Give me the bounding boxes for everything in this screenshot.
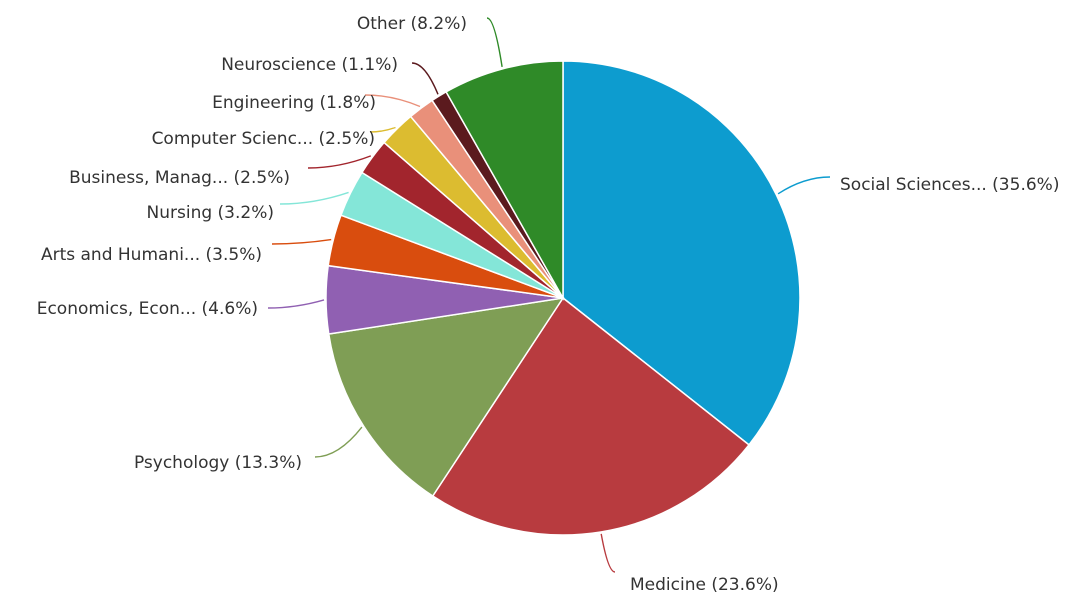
slice-label-other: Other (8.2%) — [357, 14, 467, 34]
pie-slice-medicine[interactable] — [431, 296, 751, 536]
leader-line-medicine — [600, 533, 616, 573]
slice-label-arts-and-humani: Arts and Humani... (3.5%) — [41, 245, 262, 265]
leader-line-economics-econ — [267, 299, 325, 309]
leader-line-computer-scienc — [369, 126, 396, 133]
leader-line-engineering — [364, 94, 421, 108]
slice-label-neuroscience: Neuroscience (1.1%) — [221, 55, 398, 75]
leader-line-arts-and-humani — [271, 238, 332, 245]
pie-slice-other[interactable] — [445, 60, 564, 301]
slice-label-psychology: Psychology (13.3%) — [134, 453, 302, 473]
slice-label-economics-econ: Economics, Econ... (4.6%) — [37, 299, 258, 319]
slice-label-medicine: Medicine (23.6%) — [630, 575, 779, 594]
leader-lines — [267, 17, 831, 573]
leader-line-other — [486, 17, 503, 68]
slice-label-social-sciences: Social Sciences... (35.6%) — [840, 175, 1059, 195]
slice-label-engineering: Engineering (1.8%) — [212, 93, 376, 113]
leader-line-nursing — [279, 191, 349, 205]
pie-slice-social-sciences[interactable] — [562, 60, 801, 446]
slice-label-business-manag: Business, Manag... (2.5%) — [69, 168, 290, 188]
leader-line-neuroscience — [411, 62, 439, 95]
leader-line-social-sciences — [777, 176, 831, 195]
slice-label-computer-scienc: Computer Scienc... (2.5%) — [152, 129, 375, 149]
pie-slices — [325, 60, 801, 536]
slice-labels: Social Sciences... (35.6%) Medicine (23.6… — [37, 14, 1060, 594]
slice-label-nursing: Nursing (3.2%) — [147, 203, 274, 223]
leader-line-business-manag — [307, 155, 372, 169]
leader-line-psychology — [314, 426, 363, 458]
pie-slice-psychology[interactable] — [327, 297, 565, 498]
